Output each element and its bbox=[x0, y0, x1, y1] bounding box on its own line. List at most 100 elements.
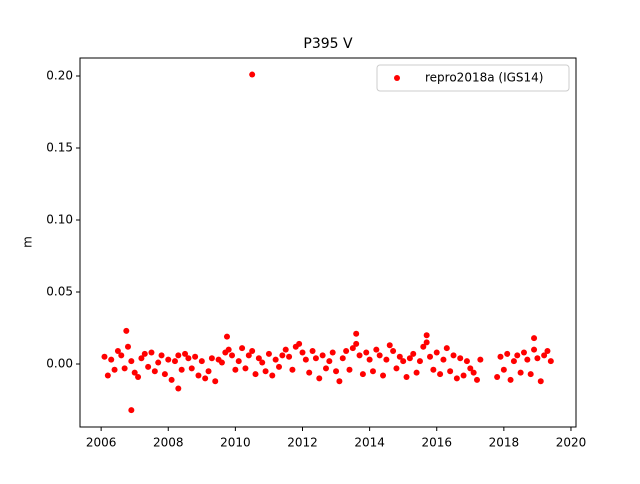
point bbox=[276, 363, 283, 370]
point bbox=[128, 407, 135, 414]
y-tick-label: 0.15 bbox=[46, 141, 73, 155]
x-tick-label: 2018 bbox=[489, 436, 520, 450]
point bbox=[440, 356, 447, 363]
point bbox=[111, 366, 118, 373]
point bbox=[547, 358, 554, 365]
point bbox=[114, 348, 121, 355]
point bbox=[537, 378, 544, 385]
point bbox=[249, 348, 256, 355]
point bbox=[279, 352, 286, 359]
point bbox=[282, 346, 289, 353]
point bbox=[430, 366, 437, 373]
point bbox=[427, 353, 434, 360]
point bbox=[155, 359, 162, 366]
point bbox=[423, 332, 430, 339]
point bbox=[380, 372, 387, 379]
point bbox=[161, 371, 168, 378]
point bbox=[249, 71, 256, 78]
point bbox=[393, 365, 400, 372]
point bbox=[259, 359, 266, 366]
point bbox=[517, 369, 524, 376]
point bbox=[138, 355, 145, 362]
point bbox=[339, 355, 346, 362]
point bbox=[141, 350, 148, 357]
point bbox=[272, 356, 279, 363]
point bbox=[265, 350, 272, 357]
x-tick-label: 2016 bbox=[421, 436, 452, 450]
legend-box bbox=[376, 64, 570, 92]
point bbox=[289, 366, 296, 373]
point bbox=[406, 355, 413, 362]
point bbox=[349, 345, 356, 352]
point bbox=[450, 352, 457, 359]
point bbox=[494, 373, 501, 380]
point bbox=[457, 355, 464, 362]
point bbox=[123, 327, 130, 334]
point bbox=[386, 342, 393, 349]
point bbox=[188, 365, 195, 372]
point bbox=[373, 346, 380, 353]
point bbox=[128, 358, 135, 365]
point bbox=[195, 372, 202, 379]
point bbox=[229, 352, 236, 359]
point bbox=[416, 358, 423, 365]
point bbox=[306, 369, 313, 376]
point bbox=[302, 356, 309, 363]
point bbox=[104, 372, 111, 379]
point bbox=[218, 359, 225, 366]
legend-label: repro2018a (IGS14) bbox=[425, 71, 543, 85]
point bbox=[168, 376, 175, 383]
point bbox=[507, 376, 514, 383]
point bbox=[242, 365, 249, 372]
point bbox=[433, 349, 440, 356]
point bbox=[175, 352, 182, 359]
point bbox=[296, 340, 303, 347]
point bbox=[527, 371, 534, 378]
point bbox=[413, 369, 420, 376]
point bbox=[269, 372, 276, 379]
point bbox=[175, 385, 182, 392]
point bbox=[346, 366, 353, 373]
point bbox=[447, 368, 454, 375]
point bbox=[223, 333, 230, 340]
point bbox=[467, 365, 474, 372]
point bbox=[336, 378, 343, 385]
point bbox=[531, 335, 538, 342]
x-tick-label: 2008 bbox=[153, 436, 184, 450]
point bbox=[359, 371, 366, 378]
point bbox=[470, 369, 477, 376]
point bbox=[322, 365, 329, 372]
point bbox=[101, 353, 108, 360]
point bbox=[205, 368, 212, 375]
point bbox=[396, 353, 403, 360]
point bbox=[366, 356, 373, 363]
point bbox=[504, 350, 511, 357]
point bbox=[534, 355, 541, 362]
point bbox=[316, 375, 323, 382]
point bbox=[333, 368, 340, 375]
y-tick-label: 0.05 bbox=[46, 285, 73, 299]
point bbox=[148, 349, 155, 356]
point bbox=[118, 352, 125, 359]
point bbox=[171, 358, 178, 365]
point bbox=[151, 368, 158, 375]
point bbox=[500, 366, 507, 373]
point bbox=[131, 369, 138, 376]
point bbox=[262, 368, 269, 375]
point bbox=[124, 343, 131, 350]
point bbox=[108, 356, 115, 363]
point bbox=[212, 378, 219, 385]
point bbox=[541, 352, 548, 359]
point bbox=[443, 345, 450, 352]
point bbox=[326, 358, 333, 365]
point bbox=[369, 368, 376, 375]
point bbox=[319, 352, 326, 359]
point bbox=[343, 348, 350, 355]
x-tick-label: 2012 bbox=[287, 436, 318, 450]
point bbox=[510, 358, 517, 365]
point bbox=[121, 365, 128, 372]
point bbox=[225, 346, 232, 353]
point bbox=[286, 353, 293, 360]
point bbox=[185, 355, 192, 362]
point bbox=[255, 355, 262, 362]
